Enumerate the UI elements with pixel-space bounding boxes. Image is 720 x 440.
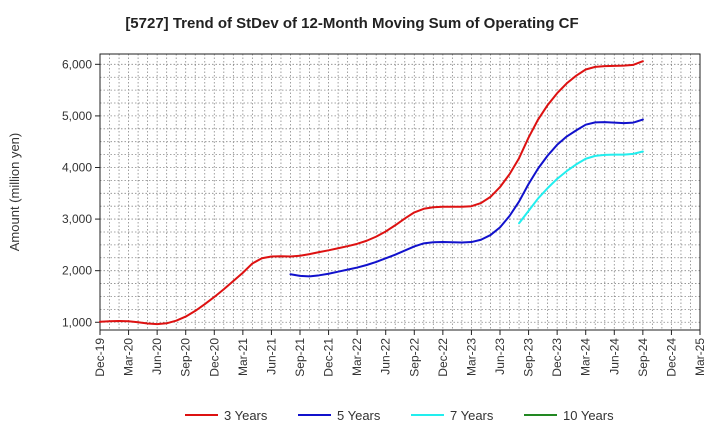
x-tick-label: Dec-22 [436, 338, 450, 377]
legend-label-10-years: 10 Years [563, 408, 614, 423]
series-line-3-years [99, 60, 644, 326]
x-tick-label: Sep-22 [407, 338, 421, 377]
x-tick-label: Jun-23 [493, 338, 507, 375]
legend-label-5-years: 5 Years [337, 408, 381, 423]
x-tick-label: Dec-24 [664, 338, 678, 377]
y-axis-ticks: 1,000 2,000 3,000 4,000 5,000 6,000 [62, 57, 100, 329]
x-tick-label: Sep-21 [293, 338, 307, 377]
y-tick-label: 5,000 [62, 109, 92, 123]
x-tick-label: Mar-23 [464, 338, 478, 376]
x-tick-label: Mar-22 [350, 338, 364, 376]
x-tick-label: Dec-19 [93, 338, 107, 377]
y-tick-label: 1,000 [62, 315, 92, 329]
x-tick-label: Jun-21 [264, 338, 278, 375]
x-tick-label: Jun-22 [379, 338, 393, 375]
series-line-7-years [518, 150, 644, 225]
x-tick-label: Jun-20 [150, 338, 164, 375]
x-tick-label: Dec-20 [207, 338, 221, 377]
y-axis-label: Amount (million yen) [7, 133, 22, 252]
y-tick-label: 2,000 [62, 264, 92, 278]
x-tick-label: Dec-21 [322, 338, 336, 377]
legend: 3 Years 5 Years 7 Years 10 Years [185, 408, 614, 423]
y-tick-label: 4,000 [62, 160, 92, 174]
x-tick-label: Jun-24 [607, 338, 621, 375]
y-tick-label: 6,000 [62, 57, 92, 71]
x-tick-label: Dec-23 [550, 338, 564, 377]
gridlines [100, 54, 700, 330]
legend-label-3-years: 3 Years [224, 408, 268, 423]
x-tick-label: Sep-23 [522, 338, 536, 377]
x-tick-label: Sep-24 [636, 338, 650, 377]
x-axis-ticks: Dec-19 Mar-20 Jun-20 Sep-20 Dec-20 Mar-21 Jun-… [93, 330, 707, 377]
x-tick-label: Mar-21 [236, 338, 250, 376]
x-tick-label: Mar-24 [579, 338, 593, 376]
x-tick-label: Sep-20 [179, 338, 193, 377]
x-tick-label: Mar-20 [122, 338, 136, 376]
plot-frame [99, 53, 701, 331]
legend-label-7-years: 7 Years [450, 408, 494, 423]
series-line-5-years [289, 118, 644, 278]
series-lines [99, 60, 644, 326]
x-tick-label: Mar-25 [693, 338, 707, 376]
y-tick-label: 3,000 [62, 212, 92, 226]
chart-title: [5727] Trend of StDev of 12-Month Moving… [125, 15, 578, 32]
